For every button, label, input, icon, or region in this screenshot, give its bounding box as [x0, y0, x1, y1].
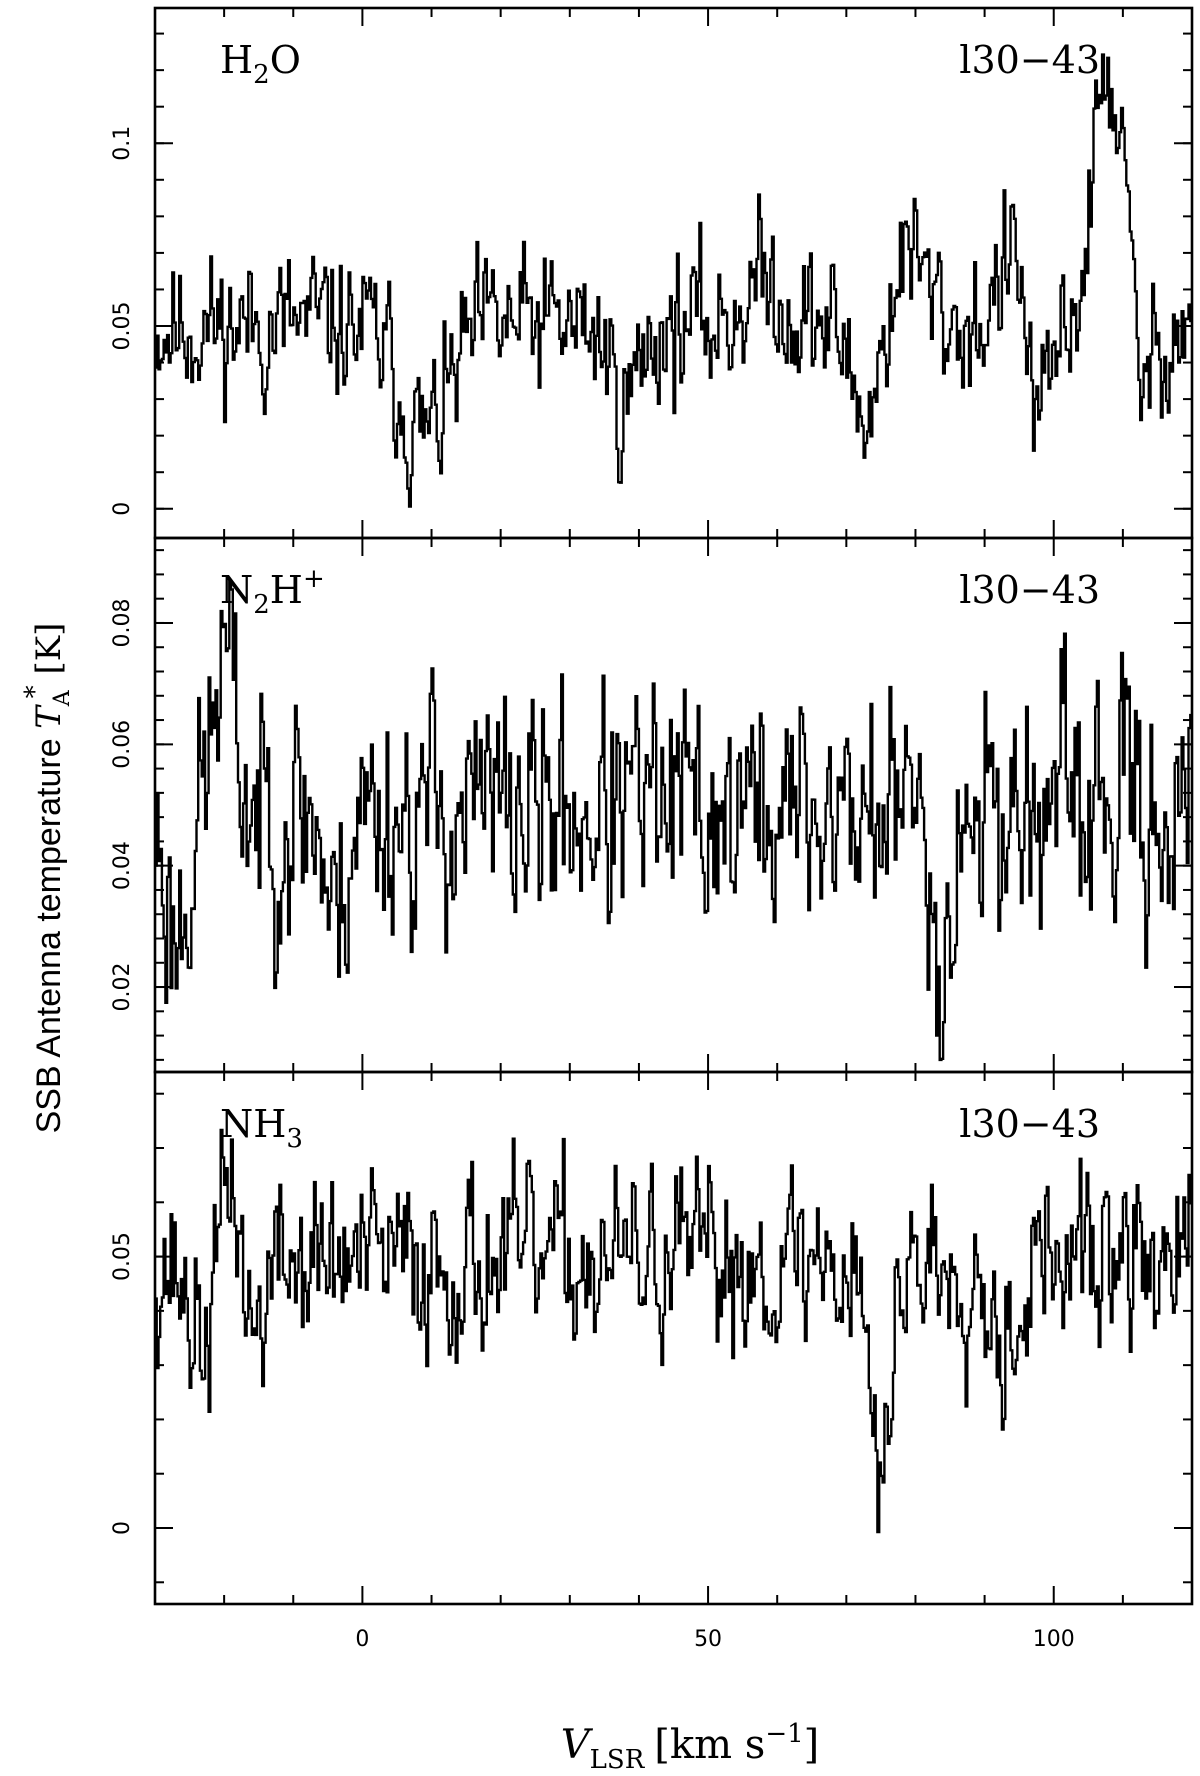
y-tick-label: 0.05	[110, 1232, 135, 1281]
y-tick-label: 0.1	[110, 126, 135, 161]
panel-frame	[153, 1070, 1194, 1606]
y-tick-label: 0.05	[110, 302, 135, 351]
spectrum-line	[155, 1128, 1192, 1534]
source-label: l30−43	[959, 1102, 1100, 1146]
panel-frame	[153, 6, 1194, 540]
panels-group: 0 0.05 0.1 H2O l30−43 0.02 0.04 0.06 0.08 N2H+ l30…	[110, 6, 1194, 1606]
x-tick-label: 50	[694, 1627, 722, 1652]
spectrum-panel: 0 0.05 0.1 H2O l30−43	[110, 6, 1194, 540]
x-tick-label: 0	[355, 1627, 369, 1652]
y-tick-label: 0	[110, 502, 135, 516]
molecule-label: H2O	[220, 38, 301, 90]
y-tick-label: 0.08	[110, 598, 135, 647]
source-label: l30−43	[959, 568, 1100, 612]
molecule-label: NH3	[220, 1102, 303, 1154]
y-axis-label: SSB Antenna temperature TA* [K]	[20, 623, 75, 1134]
spectrum-panel: 0 0.05 NH3 l30−43	[110, 1070, 1194, 1606]
spectrum-line	[155, 579, 1192, 1062]
x-tick-label: 100	[1033, 1627, 1075, 1652]
source-label: l30−43	[959, 38, 1100, 82]
spectrum-line	[155, 53, 1192, 508]
y-tick-label: 0	[110, 1521, 135, 1535]
x-axis-label: VLSR [km s−1]	[561, 1719, 820, 1775]
y-tick-label: 0.02	[110, 963, 135, 1012]
y-tick-label: 0.04	[110, 841, 135, 890]
molecule-label: N2H+	[220, 564, 325, 620]
y-tick-label: 0.06	[110, 720, 135, 769]
x-axis: 0 50 100	[355, 1627, 1074, 1652]
spectrum-panel: 0.02 0.04 0.06 0.08 N2H+ l30−43	[110, 536, 1194, 1074]
